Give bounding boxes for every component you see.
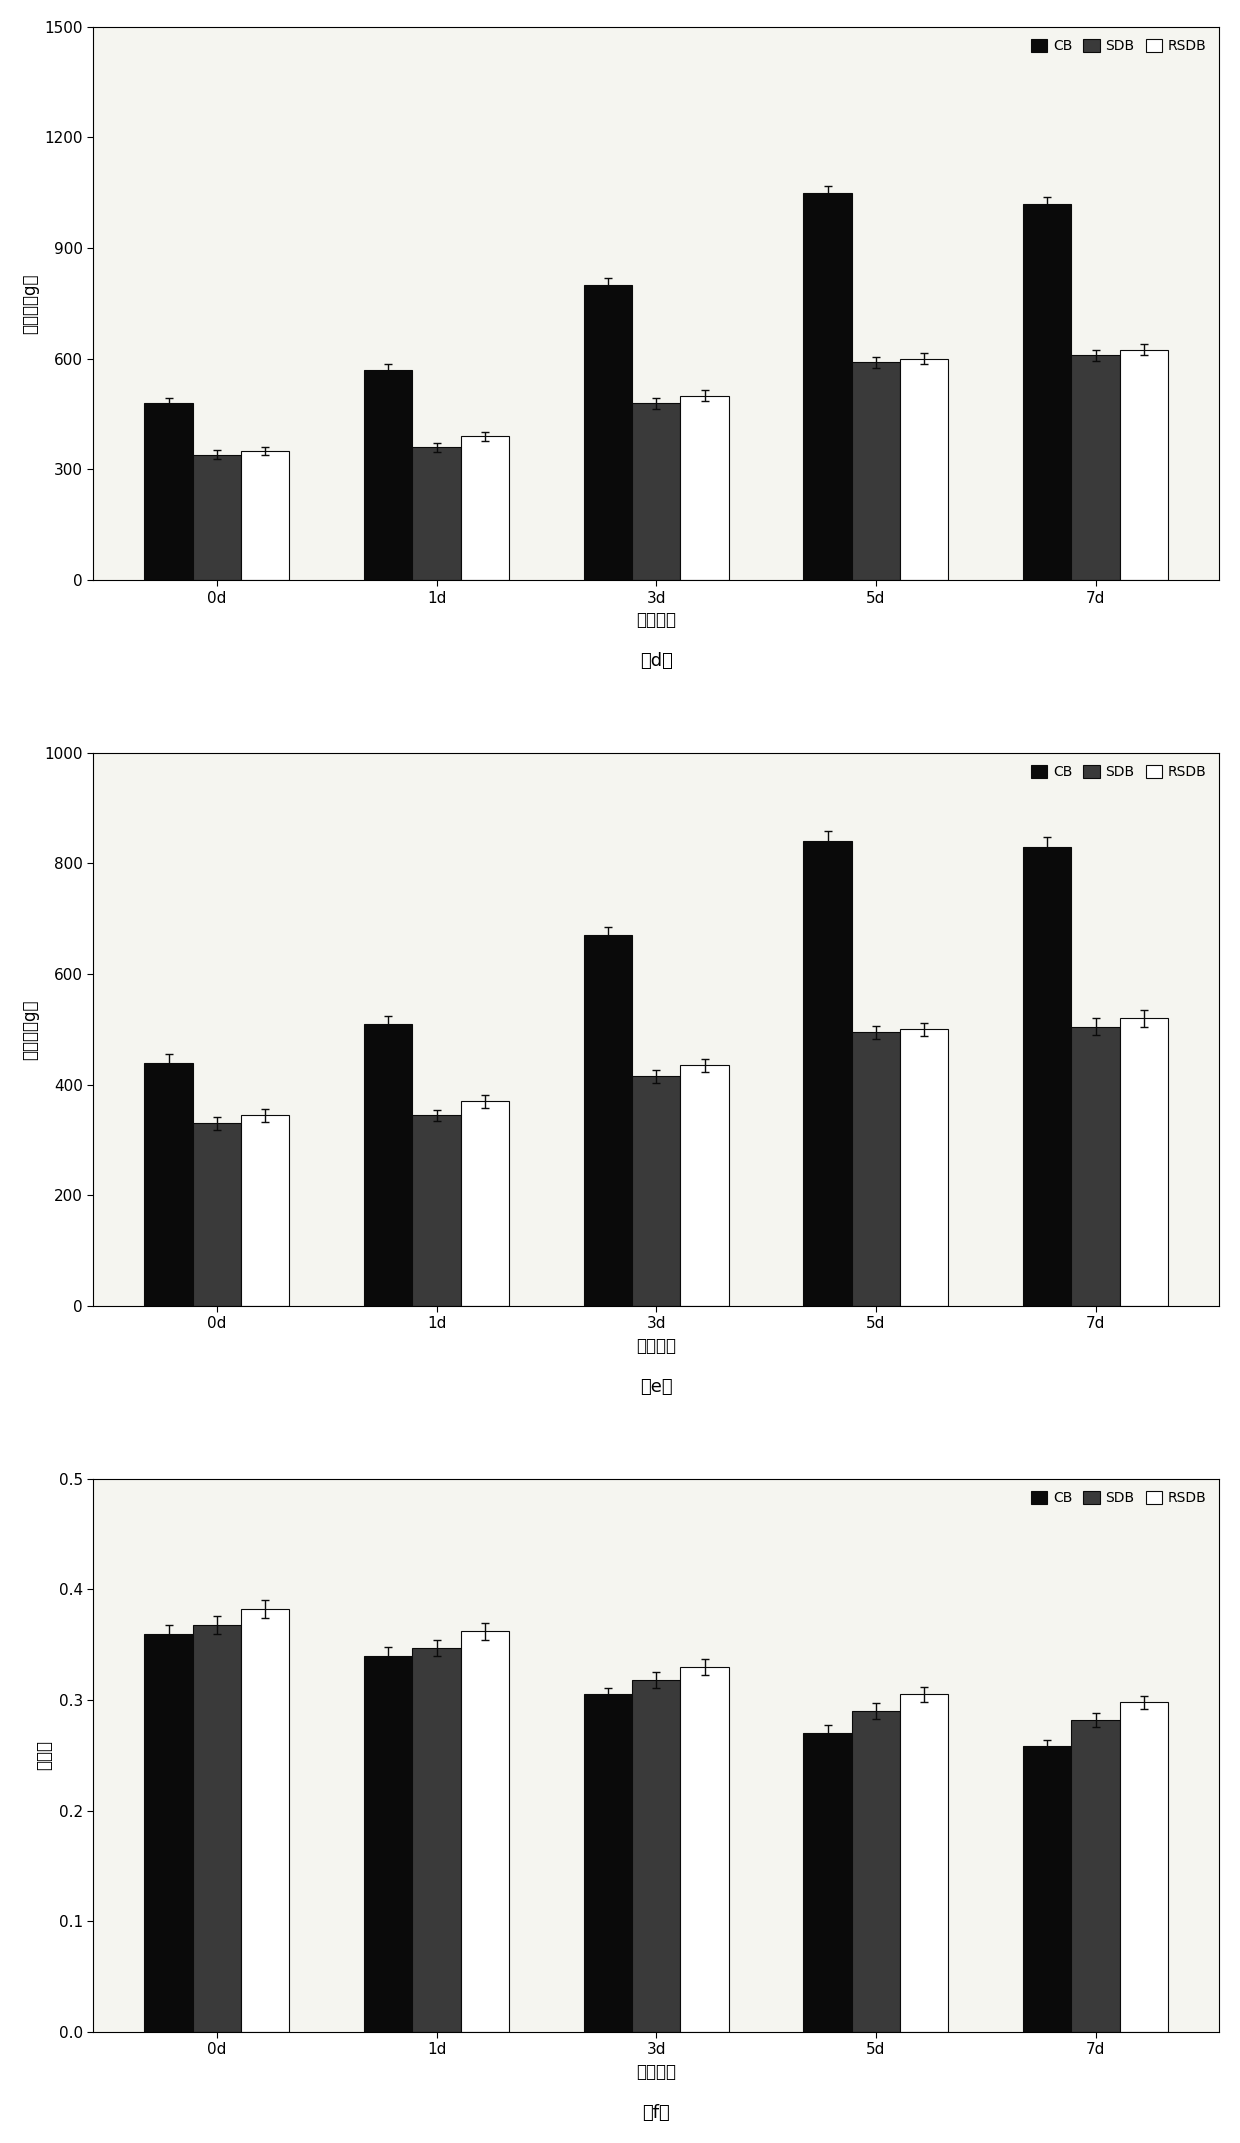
- Bar: [681, 396, 729, 581]
- Bar: [145, 1633, 192, 2032]
- Bar: [900, 1029, 949, 1305]
- Bar: [145, 403, 192, 581]
- Bar: [1120, 1702, 1168, 2032]
- Bar: [192, 1123, 241, 1305]
- Y-axis label: 咀嚼性（g）: 咀嚼性（g）: [21, 999, 38, 1059]
- Text: （f）: （f）: [642, 2104, 670, 2122]
- Bar: [584, 934, 632, 1305]
- Bar: [1071, 356, 1120, 581]
- Bar: [584, 1695, 632, 2032]
- X-axis label: 储藏时间: 储藏时间: [636, 611, 676, 630]
- Bar: [632, 403, 681, 581]
- Bar: [1023, 1747, 1071, 2032]
- Bar: [852, 1033, 900, 1305]
- Bar: [1071, 1026, 1120, 1305]
- Text: （d）: （d）: [640, 651, 672, 671]
- Bar: [413, 1114, 461, 1305]
- Bar: [1071, 1721, 1120, 2032]
- Bar: [192, 454, 241, 581]
- Bar: [461, 437, 510, 581]
- Bar: [461, 1631, 510, 2032]
- Bar: [681, 1065, 729, 1305]
- Bar: [1023, 846, 1071, 1305]
- Bar: [1120, 349, 1168, 581]
- Bar: [681, 1667, 729, 2032]
- Legend: CB, SDB, RSDB: CB, SDB, RSDB: [1025, 34, 1213, 58]
- Bar: [900, 358, 949, 581]
- Text: （e）: （e）: [640, 1378, 672, 1397]
- Bar: [804, 1734, 852, 2032]
- Bar: [632, 1076, 681, 1305]
- Bar: [365, 1024, 413, 1305]
- Bar: [192, 1624, 241, 2032]
- Bar: [1023, 204, 1071, 581]
- Bar: [145, 1063, 192, 1305]
- Bar: [852, 362, 900, 581]
- Bar: [241, 450, 289, 581]
- Bar: [241, 1114, 289, 1305]
- Y-axis label: 胶粘性（g）: 胶粘性（g）: [21, 272, 38, 334]
- Legend: CB, SDB, RSDB: CB, SDB, RSDB: [1025, 1485, 1213, 1511]
- Bar: [461, 1102, 510, 1305]
- X-axis label: 储藏时间: 储藏时间: [636, 2064, 676, 2081]
- Bar: [852, 1710, 900, 2032]
- Legend: CB, SDB, RSDB: CB, SDB, RSDB: [1025, 759, 1213, 784]
- Bar: [413, 448, 461, 581]
- Bar: [1120, 1018, 1168, 1305]
- Bar: [804, 193, 852, 581]
- Bar: [632, 1680, 681, 2032]
- Bar: [241, 1609, 289, 2032]
- Bar: [413, 1648, 461, 2032]
- Bar: [365, 1657, 413, 2032]
- Bar: [584, 285, 632, 581]
- Bar: [365, 371, 413, 581]
- Y-axis label: 回复性: 回复性: [35, 1740, 53, 1770]
- Bar: [804, 842, 852, 1305]
- Bar: [900, 1695, 949, 2032]
- X-axis label: 储藏时间: 储藏时间: [636, 1337, 676, 1354]
